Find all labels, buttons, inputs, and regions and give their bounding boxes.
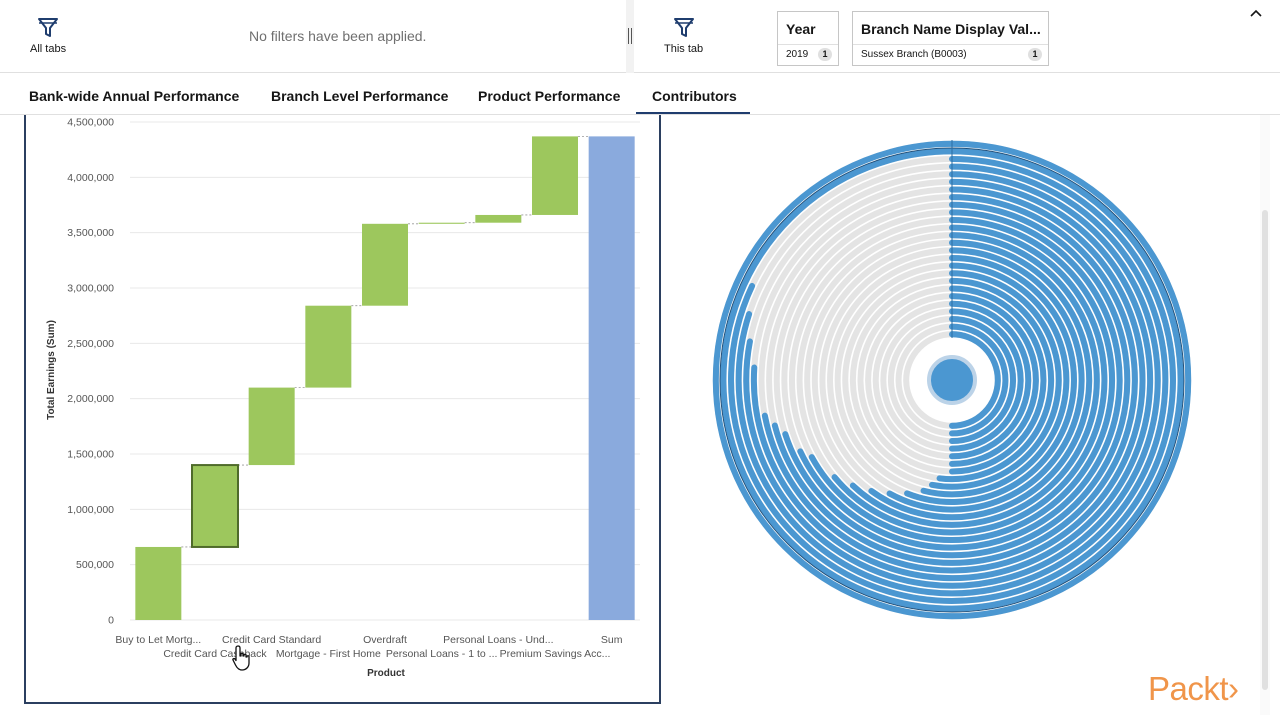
radial-ring-bar[interactable]: [948, 323, 1009, 437]
funnel-icon: [673, 18, 694, 37]
filter-chip-title: Branch Name Display Val...: [861, 21, 1041, 37]
radial-ring-bar[interactable]: [948, 285, 1047, 475]
filter-chip-count: 1: [1028, 48, 1042, 61]
y-tick-label: 3,000,000: [67, 283, 114, 295]
radial-ring-bar[interactable]: [808, 216, 1116, 544]
x-tick-label: Overdraft: [363, 634, 407, 646]
bar[interactable]: [362, 223, 408, 306]
chevron-up-icon[interactable]: [1248, 6, 1264, 22]
bar[interactable]: [588, 136, 635, 621]
radial-bar-chart[interactable]: [700, 125, 1210, 635]
chip-divider: [853, 44, 1048, 45]
radial-ring-bar[interactable]: [948, 308, 1024, 452]
bar[interactable]: [532, 136, 578, 215]
radial-ring-bar[interactable]: [904, 255, 1077, 505]
x-axis-title: Product: [367, 668, 405, 679]
x-tick-label: Buy to Let Mortg...: [115, 634, 201, 646]
filter-chip-title: Year: [786, 21, 816, 37]
filter-chip-branch[interactable]: Branch Name Display Val... Sussex Branch…: [852, 11, 1049, 66]
tab-bank-wide-annual-performance[interactable]: Bank-wide Annual Performance: [13, 73, 255, 114]
tab-product-performance[interactable]: Product Performance: [462, 73, 636, 114]
radial-ring-bar[interactable]: [735, 163, 1169, 597]
connector-lines: [181, 135, 589, 548]
radial-ring-bar[interactable]: [771, 194, 1138, 566]
filter-chip-year[interactable]: Year 2019 1: [777, 11, 839, 66]
radial-ring-bar[interactable]: [868, 239, 1093, 521]
y-axis-ticks: 4,500,000 4,000,000 3,500,000 3,000,000 2,50…: [67, 117, 114, 627]
packt-logo: Packt›: [1148, 670, 1239, 707]
bar[interactable]: [475, 214, 522, 223]
all-tabs-filter-button[interactable]: All tabs: [30, 16, 66, 55]
y-tick-label: 1,500,000: [67, 449, 114, 461]
radial-ring-bar[interactable]: [797, 209, 1123, 551]
tab-branch-level-performance[interactable]: Branch Level Performance: [255, 73, 464, 114]
chip-divider: [778, 44, 838, 45]
x-tick-label: Premium Savings Acc...: [500, 648, 611, 660]
filter-chip-value: Sussex Branch (B0003): [861, 49, 967, 60]
tab-label: Bank-wide Annual Performance: [29, 88, 240, 104]
bar[interactable]: [305, 305, 352, 388]
this-tab-label: This tab: [664, 43, 704, 55]
radial-ring-bar[interactable]: [849, 232, 1100, 528]
no-filters-message: No filters have been applied.: [249, 28, 427, 44]
filter-bar: All tabs No filters have been applied. T…: [0, 0, 1280, 73]
waterfall-chart[interactable]: 4,500,000 4,000,000 3,500,000 3,000,000 2,50…: [0, 115, 670, 715]
bars[interactable]: [135, 136, 635, 621]
radial-ring-bar[interactable]: [750, 178, 1154, 582]
y-tick-label: 2,500,000: [67, 338, 114, 350]
y-tick-label: 2,000,000: [67, 393, 114, 405]
y-tick-label: 1,000,000: [67, 504, 114, 516]
radial-center-dot[interactable]: [927, 355, 977, 405]
tab-contributors[interactable]: Contributors: [636, 73, 750, 114]
x-tick-label: Mortgage - First Home: [276, 648, 381, 660]
tab-bar: Bank-wide Annual Performance Branch Leve…: [0, 73, 1280, 115]
filter-chip-count: 1: [818, 48, 832, 61]
bar[interactable]: [191, 464, 239, 548]
x-tick-label: Personal Loans - Und...: [443, 634, 553, 646]
bar[interactable]: [135, 546, 182, 620]
radial-ring-bar[interactable]: [782, 201, 1131, 559]
radial-ring-bar[interactable]: [920, 262, 1070, 498]
radial-ring-bar[interactable]: [948, 331, 1001, 429]
pane-divider[interactable]: [626, 0, 634, 73]
radial-ring-bar[interactable]: [831, 224, 1108, 536]
radial-ring-bar[interactable]: [728, 156, 1176, 604]
y-axis-title: Total Earnings (Sum): [46, 320, 57, 420]
global-filter-pane: All tabs No filters have been applied.: [0, 0, 626, 73]
y-tick-label: 4,500,000: [67, 117, 114, 129]
y-tick-label: 3,500,000: [67, 227, 114, 239]
tab-label: Product Performance: [478, 88, 621, 104]
scrollbar-thumb[interactable]: [1262, 210, 1268, 690]
tab-label: Branch Level Performance: [271, 88, 449, 104]
radial-rings[interactable]: [712, 140, 1192, 620]
radial-ring-bar[interactable]: [948, 315, 1016, 445]
y-tick-label: 0: [108, 615, 114, 627]
filter-chip-value: 2019: [786, 49, 809, 60]
this-tab-filter-button[interactable]: This tab: [664, 16, 703, 55]
funnel-icon: [38, 18, 59, 37]
y-tick-label: 500,000: [76, 559, 114, 571]
radial-ring-bar[interactable]: [743, 171, 1161, 589]
radial-ring-bar[interactable]: [886, 247, 1085, 513]
y-tick-label: 4,000,000: [67, 172, 114, 184]
x-tick-label: Personal Loans - 1 to ...: [386, 648, 497, 660]
bar[interactable]: [418, 222, 465, 224]
radial-ring-bar[interactable]: [761, 186, 1146, 574]
tab-label: Contributors: [652, 88, 737, 104]
bar[interactable]: [248, 387, 295, 466]
all-tabs-label: All tabs: [30, 43, 67, 55]
radial-ring-bar[interactable]: [928, 270, 1062, 490]
x-axis-ticks: Buy to Let Mortg...Credit Card CashbackC…: [115, 634, 622, 660]
radial-ring-bar[interactable]: [936, 277, 1055, 483]
x-tick-label: Sum: [601, 634, 623, 646]
x-tick-label: Credit Card Standard: [222, 634, 321, 646]
radial-ring-bar[interactable]: [948, 300, 1032, 460]
radial-ring-bar[interactable]: [948, 293, 1039, 467]
drag-handle-icon[interactable]: [628, 28, 632, 44]
hand-cursor-icon: [232, 645, 250, 671]
tab-filter-pane: This tab Year 2019 1 Branch Name Display…: [634, 0, 1280, 73]
